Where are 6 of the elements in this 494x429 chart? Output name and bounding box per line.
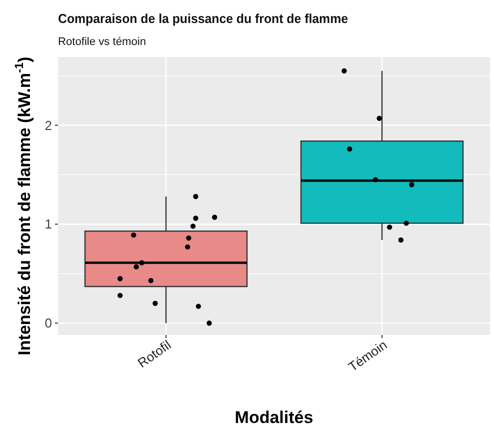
y-tick-label: 2 [44,118,52,133]
x-axis-title: Modalités [234,408,314,427]
y-tick-label: 1 [44,216,52,232]
chart-subtitle: Rotofile vs témoin [58,36,146,48]
chart-title: Comparaison de la puissance du front de flamme [58,11,362,26]
y-tick-label: 0 [44,316,52,331]
